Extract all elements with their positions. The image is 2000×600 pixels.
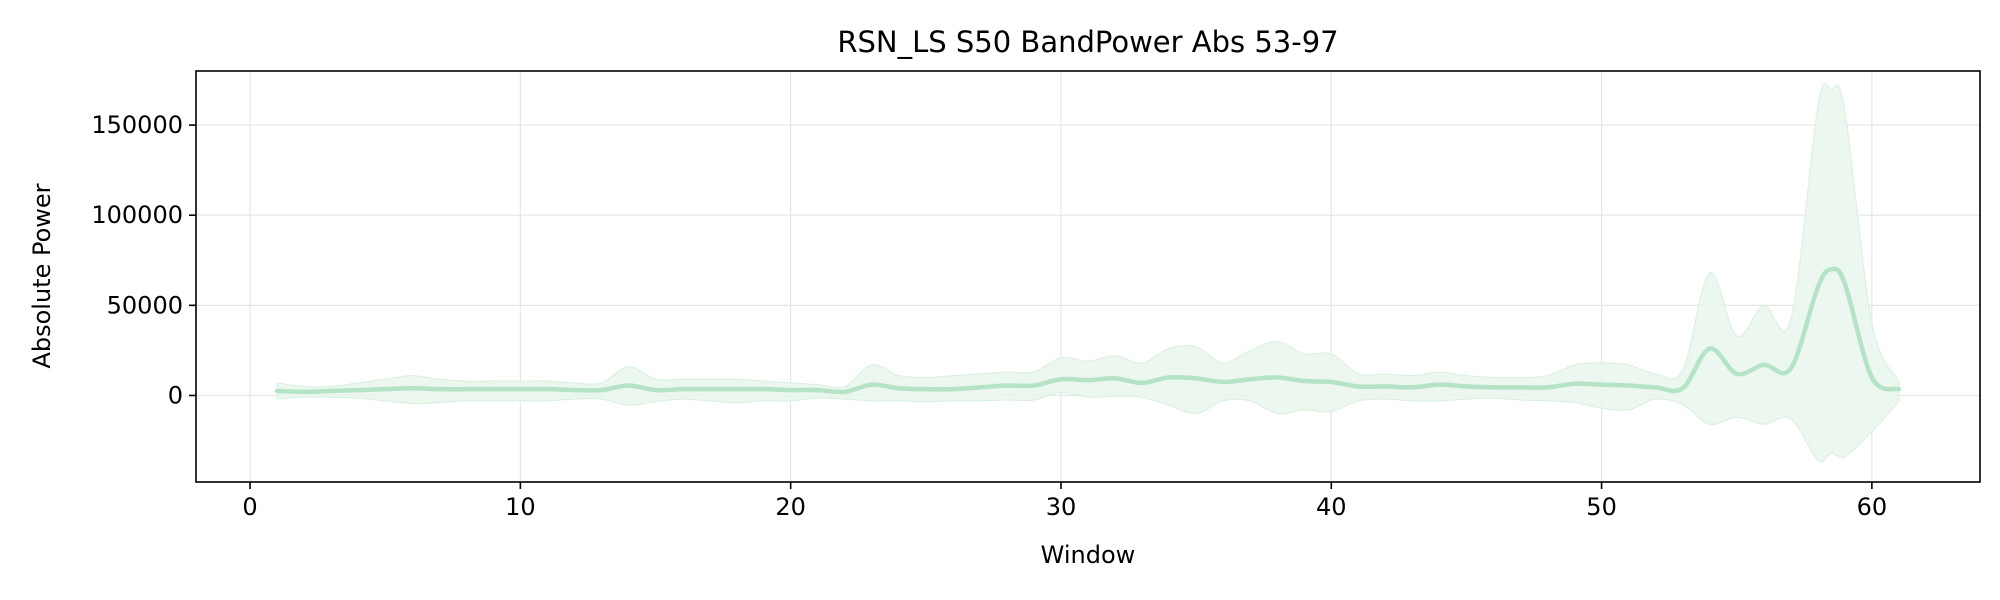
y-tick-label: 150000 bbox=[91, 111, 183, 139]
band-layer bbox=[276, 82, 1900, 463]
x-tick-label: 40 bbox=[1316, 493, 1347, 521]
y-axis: 0 50000 100000 150000 bbox=[91, 111, 196, 409]
confidence-band bbox=[276, 82, 1900, 463]
mean-line bbox=[274, 266, 1902, 395]
x-tick-label: 30 bbox=[1046, 493, 1077, 521]
x-tick-label: 60 bbox=[1857, 493, 1888, 521]
grid bbox=[196, 71, 1980, 482]
x-tick-label: 50 bbox=[1586, 493, 1617, 521]
plot-frame bbox=[195, 70, 1981, 483]
line-layer bbox=[274, 266, 1902, 395]
y-tick-label: 50000 bbox=[107, 291, 183, 319]
y-tick-label: 100000 bbox=[91, 201, 183, 229]
y-tick-label: 0 bbox=[168, 381, 183, 409]
x-axis-title: Window bbox=[1041, 541, 1136, 569]
x-tick-label: 0 bbox=[242, 493, 257, 521]
chart-title: RSN_LS S50 BandPower Abs 53-97 bbox=[837, 25, 1338, 59]
x-axis: 0 10 20 30 40 50 60 bbox=[242, 482, 1887, 521]
x-tick-label: 20 bbox=[775, 493, 806, 521]
y-axis-title: Absolute Power bbox=[28, 183, 56, 368]
x-tick-label: 10 bbox=[505, 493, 536, 521]
